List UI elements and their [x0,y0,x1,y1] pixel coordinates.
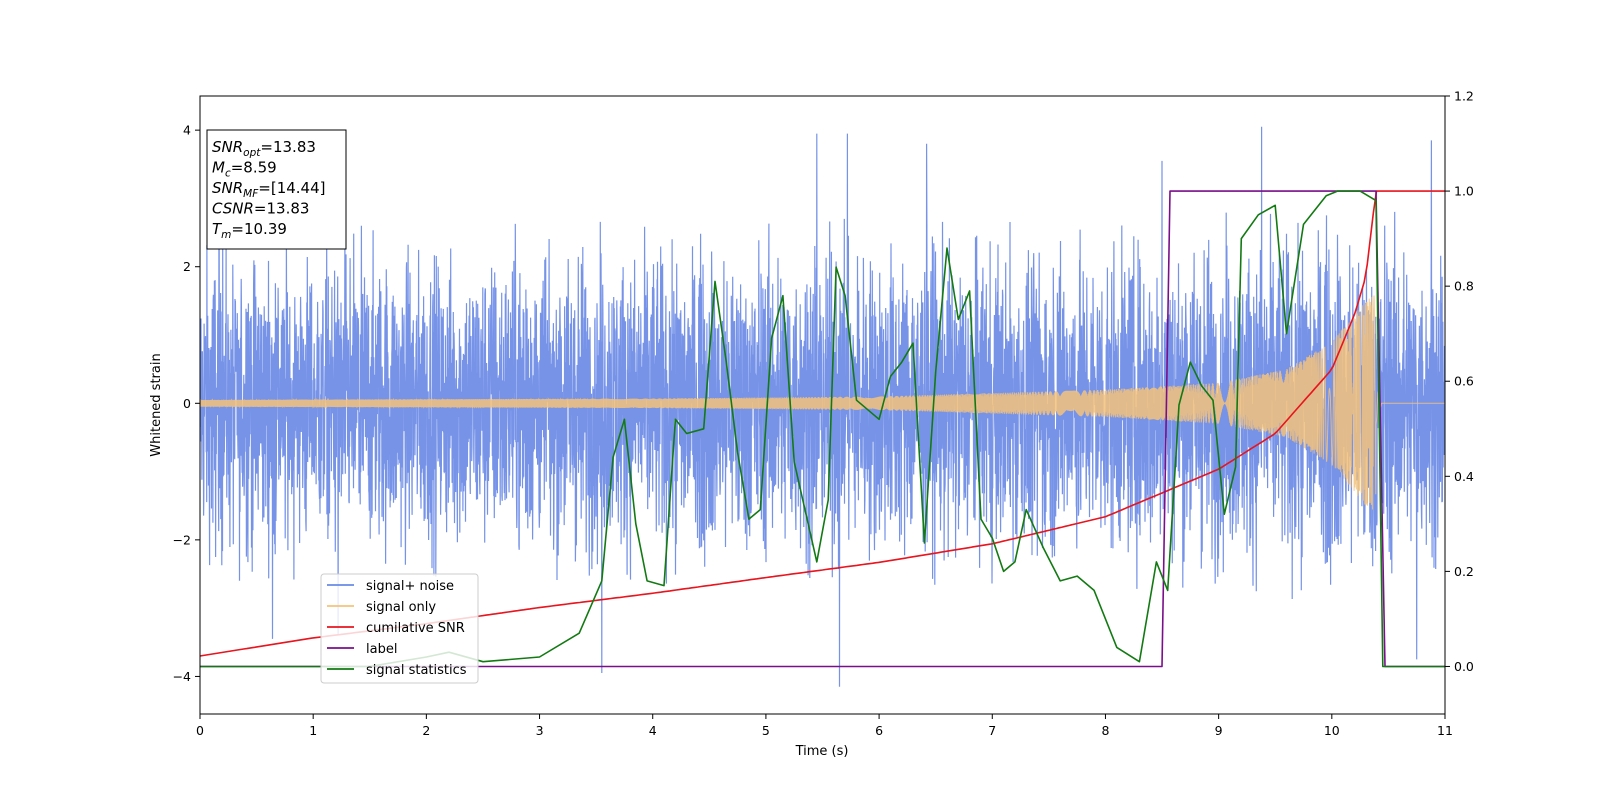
y-tick-label-left-4: 4 [183,123,191,138]
x-tick-label-10: 10 [1324,723,1340,738]
y-tick-label-right-2: 0.4 [1454,469,1474,484]
legend-label-2: cumilative SNR [366,621,465,636]
legend-box [320,573,479,684]
y-tick-label-right-3: 0.6 [1454,374,1474,389]
x-tick-label-7: 7 [988,723,996,738]
y-tick-label-right-4: 0.8 [1454,279,1474,294]
info-box [206,129,347,250]
y-tick-label-right-0: 0.0 [1454,659,1474,674]
x-axis-title: Time (s) [795,744,849,759]
x-tick-label-1: 1 [309,723,317,738]
info-line-1: Mc=8.59 [212,159,277,180]
x-tick-label-3: 3 [536,723,544,738]
x-tick-label-5: 5 [762,723,770,738]
y-tick-label-right-1: 0.2 [1454,564,1474,579]
legend-label-1: signal only [366,600,436,615]
x-tick-label-0: 0 [196,723,204,738]
x-tick-label-8: 8 [1101,723,1109,738]
legend-label-4: signal statistics [366,663,467,678]
y-tick-label-right-5: 1.0 [1454,184,1474,199]
y-tick-label-left-0: −4 [173,669,191,684]
x-tick-label-6: 6 [875,723,883,738]
x-tick-label-9: 9 [1215,723,1223,738]
legend-label-0: signal+ noise [366,579,454,594]
y-tick-label-left-2: 0 [183,396,191,411]
y-tick-label-left-3: 2 [183,259,191,274]
info-line-2: SNRMF=[14.44] [212,179,326,200]
y-tick-label-right-6: 1.2 [1454,89,1474,104]
series-signal-statistics [200,190,1445,668]
legend-label-3: label [366,642,397,657]
info-line-4: Tm=10.39 [212,220,287,241]
x-tick-label-4: 4 [649,723,657,738]
y-axis-title: Whitened strain [149,353,164,456]
x-tick-label-11: 11 [1437,723,1453,738]
info-line-3: CSNR=13.83 [212,200,309,218]
y-tick-label-left-1: −2 [173,532,191,547]
series-signal-noise [200,126,1445,687]
info-line-0: SNRopt=13.83 [212,138,316,159]
x-tick-label-2: 2 [422,723,430,738]
plot-frame [199,95,1446,715]
